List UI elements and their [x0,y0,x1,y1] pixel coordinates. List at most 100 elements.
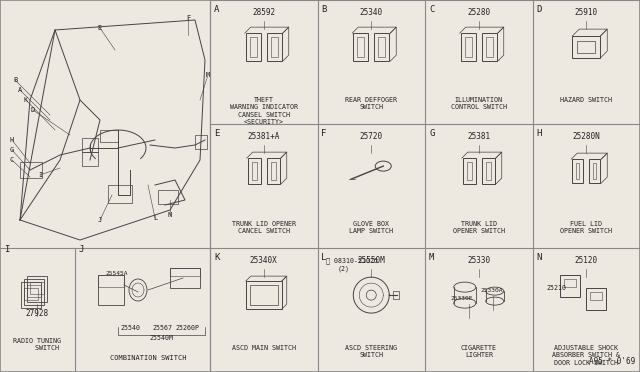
Text: A: A [18,87,22,93]
Text: 25340: 25340 [360,8,383,17]
Text: 25540: 25540 [120,325,140,331]
Text: GLOVE BOX
LAMP SWITCH: GLOVE BOX LAMP SWITCH [349,221,393,234]
Text: 25910: 25910 [575,8,598,17]
Bar [108,185,132,203]
Text: COMBINATION SWITCH: COMBINATION SWITCH [109,355,186,361]
Text: ADJUSTABLE SHOCK
ABSORBER SWITCH &
DOOR LOCK SWITCH: ADJUSTABLE SHOCK ABSORBER SWITCH & DOOR … [552,345,620,366]
Text: C: C [10,157,14,163]
Text: (2): (2) [337,265,349,272]
Text: E: E [214,129,220,138]
Bar [482,158,495,184]
Text: D: D [536,5,542,14]
Bar [393,291,399,299]
Bar [252,162,257,180]
Text: 25210: 25210 [547,285,566,291]
Text: M: M [429,253,435,262]
Text: 25545A: 25545A [105,271,127,276]
Text: F: F [186,15,190,21]
Text: 27928: 27928 [26,309,49,318]
Bar [463,158,476,184]
Bar [267,158,280,184]
Bar [267,33,282,61]
Bar [248,158,260,184]
Bar [21,282,41,308]
Text: J: J [98,217,102,223]
Text: F: F [321,129,327,138]
Bar [82,152,98,166]
Bar [564,279,576,287]
Text: CIGARETTE
LIGHTER: CIGARETTE LIGHTER [461,345,497,358]
Bar [82,138,98,152]
Text: B: B [13,77,17,83]
Bar [158,190,178,204]
Bar [589,159,600,183]
Text: 25720: 25720 [360,132,383,141]
Text: 25260P: 25260P [175,325,199,331]
Bar [250,285,278,305]
Bar [24,279,44,305]
Text: E: E [98,25,102,31]
Text: TRUNK LID OPENER
CANCEL SWITCH: TRUNK LID OPENER CANCEL SWITCH [232,221,296,234]
Text: HAZARD SWITCH: HAZARD SWITCH [560,97,612,103]
Text: 25567: 25567 [152,325,172,331]
Text: L: L [321,253,327,262]
Bar [20,162,42,178]
Bar [586,288,606,310]
Text: D: D [31,107,35,113]
Text: M: M [206,72,210,78]
Text: 25381+A: 25381+A [248,132,280,141]
Bar [374,33,389,61]
Text: 25120: 25120 [575,256,598,265]
Bar [353,33,368,61]
Bar [577,41,595,53]
Bar [560,275,580,297]
Bar [27,276,47,302]
Bar [576,163,579,179]
Bar [170,268,200,288]
Text: FUEL LID
OPENER SWITCH: FUEL LID OPENER SWITCH [560,221,612,234]
Text: 25381: 25381 [467,132,490,141]
Text: L: L [153,215,157,221]
Bar [98,275,124,305]
Text: I: I [38,172,42,178]
Bar [170,268,200,276]
Bar [467,162,472,180]
Text: A: A [214,5,220,14]
Text: B: B [321,5,327,14]
Text: I: I [4,245,10,254]
Text: RADIO TUNING
     SWITCH: RADIO TUNING SWITCH [13,338,61,351]
Text: ILLUMINATION
CONTROL SWITCH: ILLUMINATION CONTROL SWITCH [451,97,507,110]
Text: Ⓢ 08310-51025: Ⓢ 08310-51025 [326,257,378,264]
Bar [24,288,38,300]
Bar [250,37,257,57]
Bar [27,285,41,297]
Text: TRUNK LID
OPENER SWITCH: TRUNK LID OPENER SWITCH [452,221,505,234]
Text: H: H [10,137,14,143]
Text: 28592: 28592 [252,8,275,17]
Text: ASCD STEERING
SWITCH: ASCD STEERING SWITCH [345,345,397,358]
Bar [461,33,476,61]
Bar [30,282,44,294]
Text: G: G [429,129,435,138]
Bar [486,162,491,180]
Bar [195,135,207,149]
Bar [271,162,276,180]
Bar [486,37,493,57]
Text: 25540M: 25540M [150,335,173,341]
Bar [593,163,596,179]
Text: 25280N: 25280N [572,132,600,141]
Text: N: N [168,212,172,218]
Text: 25340X: 25340X [250,256,278,265]
Text: J: J [78,245,83,254]
Text: A95 * 0'69: A95 * 0'69 [589,357,635,366]
Text: G: G [10,147,14,153]
Bar [572,159,583,183]
Bar [465,37,472,57]
Text: 25330A: 25330A [481,288,503,293]
Text: K: K [24,97,28,103]
Bar [590,292,602,300]
Text: K: K [214,253,220,262]
Text: N: N [536,253,542,262]
Text: 25280: 25280 [467,8,490,17]
Text: ASCD MAIN SWITCH: ASCD MAIN SWITCH [232,345,296,351]
